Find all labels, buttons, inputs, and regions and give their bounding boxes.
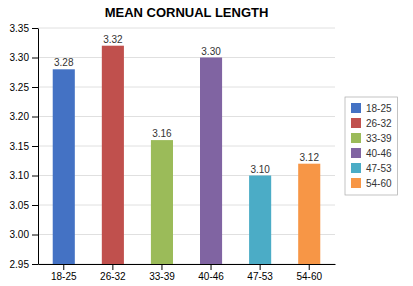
legend-swatch	[351, 103, 361, 113]
grid-line	[38, 175, 335, 176]
bar	[53, 69, 75, 264]
y-axis: 2.95 3.00 3.05 3.10 3.15 3.20 3.25 3.30 3.35	[10, 23, 39, 270]
legend-swatch	[351, 163, 361, 173]
tick-mark	[32, 205, 38, 206]
x-axis: 18-25 26-32 33-39 40-46 47-53 54-60	[39, 264, 336, 282]
grid-line	[38, 28, 335, 29]
bar	[151, 140, 173, 264]
tick: 18-25	[51, 264, 77, 282]
legend-frame	[345, 97, 398, 195]
legend-item: 33-39	[351, 133, 392, 144]
tick-label: 3.20	[10, 111, 30, 122]
grid-line	[38, 87, 335, 88]
bar	[102, 46, 124, 264]
legend-item: 54-60	[351, 178, 392, 189]
data-label: 3.32	[103, 34, 123, 45]
legend-label: 54-60	[366, 178, 392, 189]
grid-line	[38, 146, 335, 147]
legend-swatch	[351, 118, 361, 128]
legend-item: 47-53	[351, 163, 392, 174]
grid	[38, 28, 335, 264]
grid-line	[38, 264, 335, 265]
grid-line	[38, 234, 335, 235]
tick-label: 3.10	[10, 170, 30, 181]
tick: 40-46	[198, 264, 224, 282]
data-label: 3.10	[250, 164, 270, 175]
tick-mark	[32, 176, 38, 177]
legend-swatch	[351, 133, 361, 143]
grid-line	[38, 57, 335, 58]
tick-label: 3.35	[10, 23, 30, 34]
tick-mark	[260, 264, 261, 270]
legend-label: 18-25	[366, 103, 392, 114]
tick-mark	[32, 146, 38, 147]
tick: 33-39	[149, 264, 175, 282]
legend-label: 47-53	[366, 163, 392, 174]
data-label: 3.30	[201, 46, 221, 57]
tick-mark	[32, 117, 38, 118]
data-label: 3.12	[299, 152, 319, 163]
tick: 54-60	[296, 264, 322, 282]
bar	[298, 164, 320, 264]
legend-swatch	[351, 178, 361, 188]
tick-mark	[211, 264, 212, 270]
tick: 26-32	[100, 264, 126, 282]
bars	[53, 46, 321, 264]
tick: 3.35	[10, 23, 38, 34]
tick: 3.10	[10, 170, 38, 181]
tick-mark	[32, 235, 38, 236]
tick-label: 3.05	[10, 200, 30, 211]
tick-mark	[32, 87, 38, 88]
tick-label: 3.00	[10, 229, 30, 240]
legend-item: 26-32	[351, 118, 392, 129]
tick: 3.25	[10, 82, 38, 93]
tick-label: 3.25	[10, 82, 30, 93]
tick: 3.30	[10, 52, 38, 63]
axis-line	[39, 264, 336, 265]
data-label: 3.28	[54, 57, 74, 68]
bar	[249, 176, 271, 265]
axis-line	[38, 29, 39, 265]
tick-mark	[63, 264, 64, 270]
tick-label: 18-25	[51, 271, 77, 282]
legend-item: 18-25	[351, 103, 392, 114]
tick-label: 26-32	[100, 271, 126, 282]
tick: 3.20	[10, 111, 38, 122]
tick-label: 33-39	[149, 271, 175, 282]
bar	[200, 58, 222, 265]
tick-mark	[32, 28, 38, 29]
tick: 47-53	[247, 264, 273, 282]
legend-item: 40-46	[351, 148, 392, 159]
legend: 18-25 26-32 33-39 40-46 47-53 54-60	[345, 97, 398, 195]
data-label: 3.16	[152, 128, 172, 139]
tick-mark	[309, 264, 310, 270]
tick-mark	[32, 58, 38, 59]
tick: 3.15	[10, 141, 38, 152]
tick-label: 2.95	[10, 259, 30, 270]
tick-label: 40-46	[198, 271, 224, 282]
grid-line	[38, 116, 335, 117]
tick-label: 47-53	[247, 271, 273, 282]
chart: 2.95 3.00 3.05 3.10 3.15 3.20 3.25 3.30 3.35 18-2…	[0, 0, 413, 286]
grid-line	[38, 205, 335, 206]
title: MEAN CORNUAL LENGTH	[105, 5, 269, 20]
legend-label: 40-46	[366, 148, 392, 159]
legend-swatch	[351, 148, 361, 158]
legend-label: 33-39	[366, 133, 392, 144]
tick-label: 54-60	[296, 271, 322, 282]
data-labels: 3.28 3.32 3.16 3.30 3.10 3.12	[54, 34, 319, 175]
tick-mark	[32, 264, 38, 265]
legend-label: 26-32	[366, 118, 392, 129]
tick-label: 3.30	[10, 52, 30, 63]
tick: 3.05	[10, 200, 38, 211]
tick-mark	[161, 264, 162, 270]
tick-label: 3.15	[10, 141, 30, 152]
tick: 3.00	[10, 229, 38, 240]
tick: 2.95	[10, 259, 38, 270]
plot: 2.95 3.00 3.05 3.10 3.15 3.20 3.25 3.30 3.35 18-2…	[10, 23, 336, 286]
tick-mark	[112, 264, 113, 270]
